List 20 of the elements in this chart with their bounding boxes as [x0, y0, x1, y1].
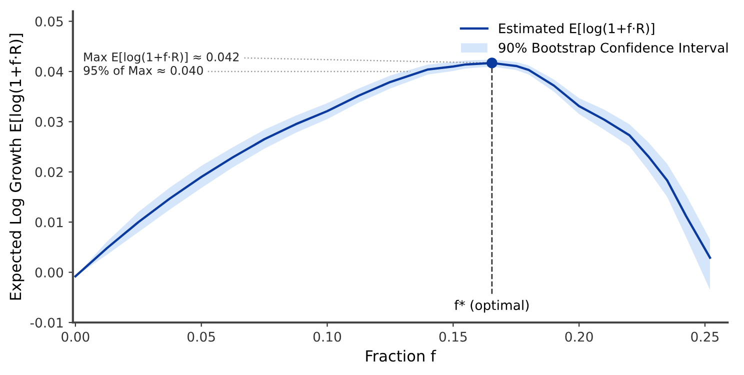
x-tick-label: 0.05 — [188, 332, 215, 342]
y-tick-label: 0.01 — [35, 217, 63, 228]
annotation: Max E[log(1+f·R)] ≈ 0.042 — [84, 52, 239, 64]
y-axis-title: Expected Log Growth E[log(1+f·R)] — [9, 34, 24, 300]
legend-label: Estimated E[log(1+f·R)] — [499, 23, 654, 36]
x-tick-label: 0.10 — [313, 332, 342, 342]
y-tick-label: -0.01 — [30, 318, 63, 328]
x-tick-label: 0.00 — [62, 332, 90, 342]
legend-label: 90% Bootstrap Confidence Interval — [498, 42, 728, 56]
y-tick-label: 0.05 — [35, 16, 63, 26]
ref-line-label: f* (optimal) — [454, 300, 529, 313]
y-tick-label: 0.03 — [35, 116, 63, 127]
annotation: 95% of Max ≈ 0.040 — [84, 66, 203, 75]
y-tick-label: 0.02 — [35, 167, 63, 178]
y-tick-label: 0.04 — [35, 66, 64, 77]
x-axis-title: Fraction f — [366, 350, 436, 362]
x-tick-label: 0.15 — [439, 332, 467, 342]
y-tick-label: 0.00 — [35, 268, 64, 278]
x-tick-label: 0.20 — [565, 332, 593, 342]
x-tick-label: 0.25 — [691, 332, 719, 342]
